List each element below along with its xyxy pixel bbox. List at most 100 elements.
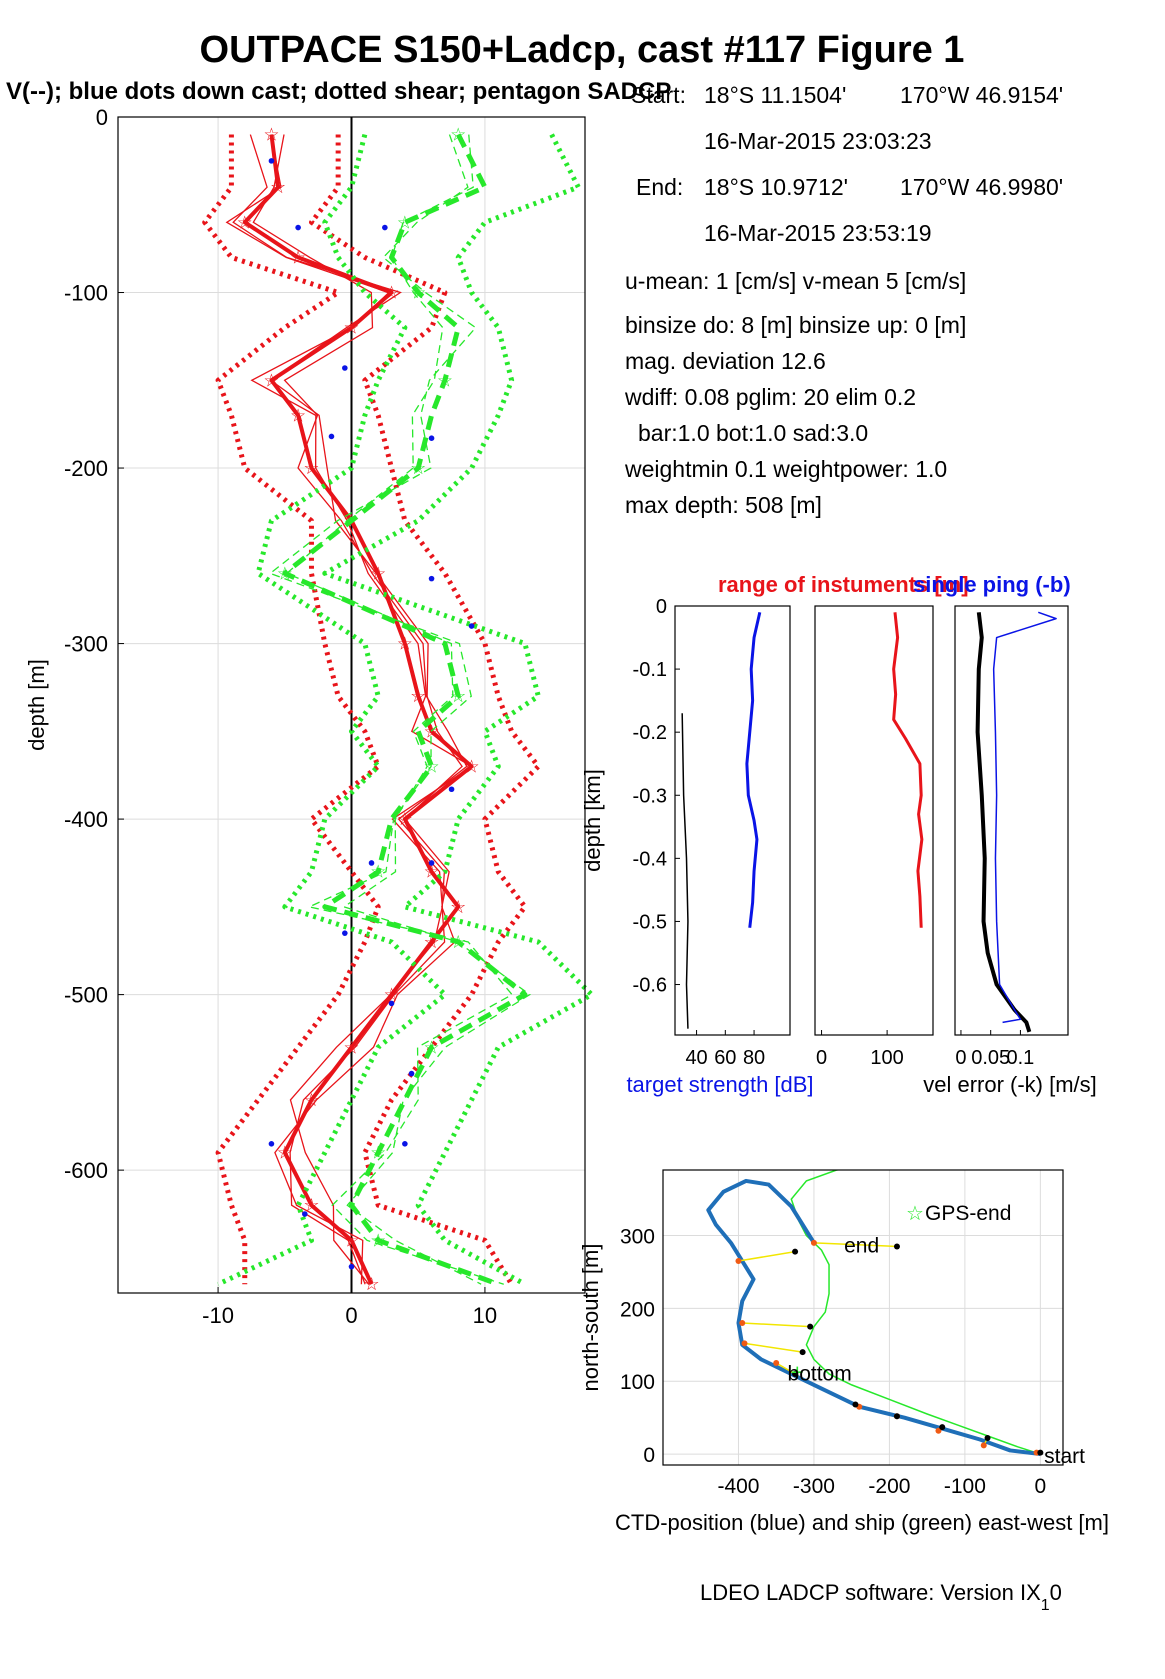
- downcast-dot: [295, 224, 301, 231]
- x-axis-label: vel error (-k) [m/s]: [923, 1072, 1097, 1097]
- ship-position-dot: [984, 1435, 991, 1442]
- wdiff: wdiff: 0.08 pglim: 20 elim 0.2: [624, 384, 916, 410]
- x-tick-label: 0: [345, 1303, 357, 1328]
- bar-params: bar:1.0 bot:1.0 sad:3.0: [638, 420, 868, 446]
- instrument-range-frame: [814, 605, 934, 1036]
- sadcp-star-marker: ☆: [450, 897, 466, 917]
- track-plot-area: [706, 1170, 1044, 1457]
- sadcp-star-marker: ☆: [363, 1274, 379, 1294]
- y-tick-label: 0: [96, 105, 108, 130]
- y-tick-label: -500: [64, 983, 108, 1008]
- weight-params: weightmin 0.1 weightpower: 1.0: [624, 456, 947, 482]
- downcast-dot: [368, 860, 375, 866]
- sadcp-star-marker: ☆: [343, 1037, 359, 1057]
- profile-red-thin: [252, 134, 468, 1285]
- profile-green-dashed-thick: [282, 133, 528, 1287]
- sadcp-star-marker: ☆: [290, 405, 306, 425]
- sadcp-star-marker: ☆: [423, 862, 439, 882]
- target-strength-chart: 0 -0.1 -0.2 -0.3 -0.4 -0.5 -0.6 depth [km] 40 60 8…: [580, 572, 1071, 1097]
- sadcp-star-marker: ☆: [370, 1143, 386, 1163]
- ctd-track: [706, 1178, 1041, 1457]
- y-tick-label: -400: [64, 807, 108, 832]
- y-tick-label: 0: [643, 1444, 655, 1467]
- single-ping-title: single ping (-b): [913, 572, 1071, 597]
- sadcp-star-marker: ☆: [383, 985, 399, 1005]
- y-tick-label: -0.1: [633, 659, 667, 681]
- downcast-dot: [268, 1141, 275, 1147]
- profile-green-thin: [268, 134, 514, 1285]
- y-axis-label: depth [m]: [24, 659, 49, 751]
- downcast-dot: [342, 365, 348, 371]
- end-label: End:: [636, 174, 683, 200]
- y-tick-label: -300: [64, 632, 108, 657]
- figure-title: OUTPACE S150+Ladcp, cast #117 Figure 1: [200, 29, 965, 71]
- y-axis-label: north-south [m]: [578, 1244, 603, 1392]
- x-axis-label: CTD-position (blue) and ship (green) eas…: [615, 1510, 1109, 1535]
- ship-position-dot: [799, 1349, 806, 1356]
- sadcp-star-marker: ☆: [410, 686, 426, 706]
- ctd-ship-link: [813, 1242, 897, 1248]
- mean-velocity: u-mean: 1 [cm/s] v-mean 5 [cm/s]: [625, 268, 966, 294]
- y-tick-label: 0: [656, 596, 667, 618]
- ship-position-dot: [893, 1243, 900, 1250]
- profile-red-solid-thick: [242, 134, 474, 1286]
- downcast-dot: [302, 1211, 308, 1217]
- start-time: 16-Mar-2015 23:03:23: [704, 128, 932, 154]
- ctd-ship-track-frame: [662, 1169, 1064, 1466]
- sadcp-star-marker: ☆: [277, 1143, 293, 1163]
- x-tick-label: -300: [793, 1475, 835, 1498]
- ship-position-dot: [939, 1424, 946, 1431]
- ctd-position-dot: [741, 1340, 748, 1347]
- downcast-dot: [448, 786, 455, 793]
- y-tick-label: -600: [64, 1158, 108, 1183]
- y-tick-label: 200: [620, 1298, 655, 1321]
- instrument-range-chart: 0 100: [814, 605, 934, 1069]
- sadcp-star-marker: ☆: [437, 370, 453, 390]
- end-lon: 170°W 46.9980': [900, 174, 1063, 200]
- ship-position-dot: [792, 1370, 799, 1377]
- y-tick-label: -0.6: [633, 975, 667, 997]
- series-line-red: [892, 612, 924, 928]
- y-tick-label: -0.4: [633, 848, 667, 870]
- software-version-tail: 0: [1050, 1580, 1062, 1605]
- ctd-ship-link: [738, 1250, 796, 1262]
- sadcp-star-marker: ☆: [370, 563, 386, 583]
- downcast-dot: [348, 1263, 355, 1270]
- ship-position-dot: [1037, 1449, 1044, 1456]
- ship-position-dot: [893, 1413, 900, 1420]
- velocity-profile-chart: -10 0 100-100-200-300-400-500-600☆☆☆☆☆☆☆☆☆…: [24, 105, 595, 1328]
- y-tick-label: -0.2: [633, 722, 667, 744]
- sadcp-star-marker: ☆: [423, 756, 439, 776]
- ctd-ship-track-chart: -400 -300 -200 -100 0 0 100 200 300 + end bottom sta…: [578, 1169, 1109, 1535]
- ship-position-dot: [807, 1323, 814, 1330]
- target-strength-frame: [674, 605, 791, 1036]
- software-version-main: LDEO LADCP software: Version IX: [700, 1580, 1041, 1605]
- sadcp-star-marker: ☆: [397, 809, 413, 829]
- sadcp-star-marker: ☆: [237, 212, 253, 232]
- series-line-black: [681, 713, 689, 1029]
- y-tick-label: -200: [64, 456, 108, 481]
- x-tick-label: -10: [202, 1303, 234, 1328]
- ctd-position-dot: [735, 1258, 742, 1265]
- ctd-position-dot: [980, 1442, 987, 1449]
- downcast-dot: [268, 158, 275, 164]
- y-tick-label: -0.3: [633, 785, 667, 807]
- sadcp-star-marker: ☆: [263, 370, 279, 390]
- downcast-dot: [382, 224, 388, 231]
- sadcp-star-marker: ☆: [370, 862, 386, 882]
- sadcp-star-marker: ☆: [410, 283, 426, 303]
- mag-deviation: mag. deviation 12.6: [625, 348, 826, 374]
- sadcp-star-marker: ☆: [277, 563, 293, 583]
- downcast-dot: [402, 1141, 408, 1147]
- x-tick-label: 0.1: [1007, 1047, 1035, 1069]
- cast-info: Start: 18°S 11.1504' 170°W 46.9154' 16-M…: [624, 82, 1063, 518]
- profile-red-dotted: [308, 134, 541, 1286]
- sadcp-star-marker: ☆: [423, 1037, 439, 1057]
- sadcp-star-marker: ☆: [383, 283, 399, 303]
- x-tick-label: 40: [685, 1047, 707, 1069]
- profile-green-thin: [285, 134, 531, 1285]
- sadcp-star-marker: ☆: [303, 1090, 319, 1110]
- software-version: LDEO LADCP software: Version IX10: [700, 1580, 1062, 1614]
- downcast-dot: [408, 1070, 415, 1077]
- x-tick-label: 100: [870, 1047, 903, 1069]
